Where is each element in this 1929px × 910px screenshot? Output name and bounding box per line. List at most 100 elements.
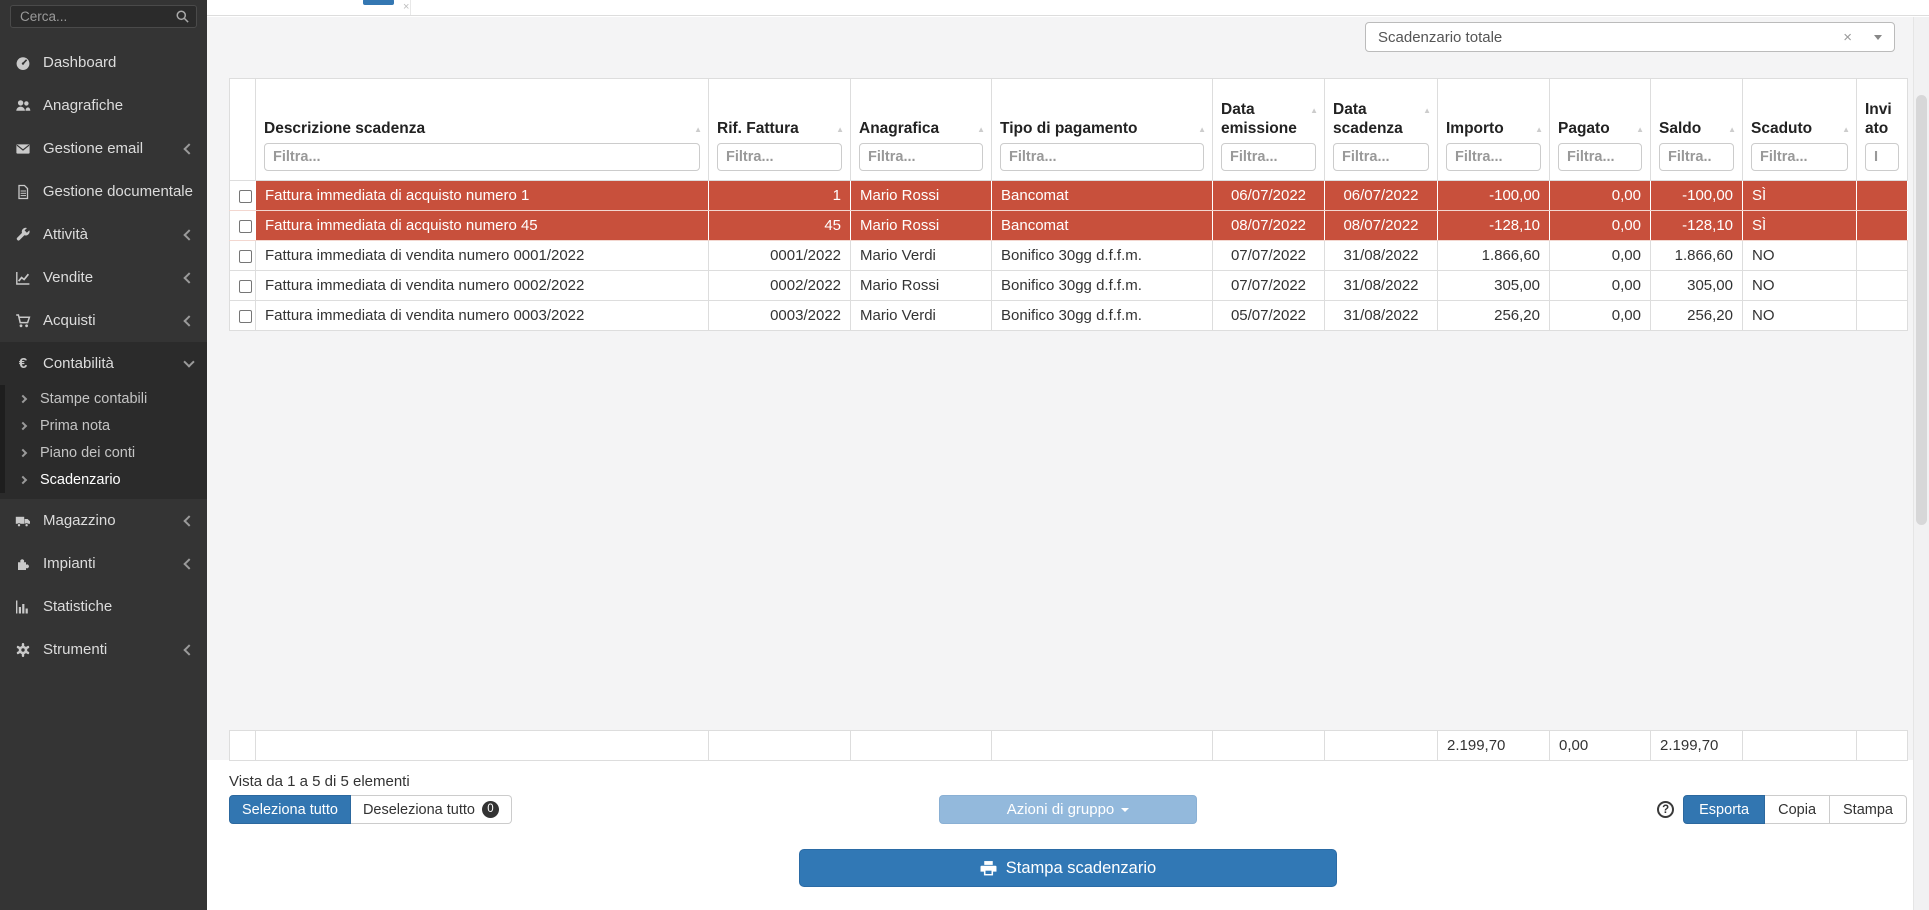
cell-saldo: 256,20: [1650, 300, 1743, 331]
column-header-data-emissione[interactable]: Data emissione ▲: [1212, 78, 1325, 181]
column-header-rif-fattura[interactable]: Rif. Fattura ▲: [708, 78, 851, 181]
search-input[interactable]: [10, 5, 197, 28]
sidebar-item-strumenti[interactable]: Strumenti: [0, 628, 207, 671]
table-row[interactable]: Fattura immediata di acquisto numero 45 …: [229, 210, 1908, 241]
sidebar-item-gestione-documentale[interactable]: Gestione documentale: [0, 170, 207, 213]
chevron-right-icon: [18, 421, 28, 430]
cell-scaduto: NO: [1742, 240, 1857, 271]
row-checkbox[interactable]: [239, 279, 252, 293]
cell-pagato: 0,00: [1549, 180, 1651, 211]
cell-data-emissione: 07/07/2022: [1212, 270, 1325, 301]
column-header-scaduto[interactable]: Scaduto ▲: [1742, 78, 1857, 181]
row-checkbox[interactable]: [239, 309, 252, 323]
sidebar-item-magazzino[interactable]: Magazzino: [0, 499, 207, 542]
print-button[interactable]: Stampa: [1830, 795, 1907, 824]
table-row[interactable]: Fattura immediata di acquisto numero 1 1…: [229, 180, 1908, 211]
cell-tipo-pagamento: Bancomat: [991, 210, 1213, 241]
cell-inviato: [1856, 180, 1908, 211]
filter-input-descrizione[interactable]: [264, 143, 700, 171]
sidebar-item-contabilita[interactable]: € Contabilità: [0, 342, 207, 385]
column-header-inviato[interactable]: Inviato: [1856, 78, 1908, 181]
cell-data-emissione: 08/07/2022: [1212, 210, 1325, 241]
sidebar-item-label: Gestione documentale: [42, 183, 193, 200]
select-caret-icon[interactable]: [1874, 34, 1882, 40]
filter-input-pagato[interactable]: [1558, 143, 1642, 171]
chevron-left-icon: [183, 514, 195, 527]
sidebar-item-scadenzario[interactable]: Scadenzario: [5, 466, 207, 493]
table-row[interactable]: Fattura immediata di vendita numero 0002…: [229, 270, 1908, 301]
export-button[interactable]: Esporta: [1683, 795, 1766, 824]
column-header-data-scadenza[interactable]: Data scadenza ▲: [1324, 78, 1438, 181]
filter-input-inviato[interactable]: [1865, 143, 1899, 171]
sidebar-item-attivita[interactable]: Attività: [0, 213, 207, 256]
sort-icon: ▲: [1535, 125, 1543, 134]
sidebar-item-statistiche[interactable]: Statistiche: [0, 585, 207, 628]
truck-icon: [14, 513, 32, 529]
cell-anagrafica: Mario Rossi: [850, 270, 992, 301]
cell-inviato: [1856, 300, 1908, 331]
sidebar-item-impianti[interactable]: Impianti: [0, 542, 207, 585]
sidebar-item-anagrafiche[interactable]: Anagrafiche: [0, 84, 207, 127]
caret-down-icon: [1121, 807, 1130, 812]
footer-cell: [1212, 730, 1325, 761]
column-header-saldo[interactable]: Saldo ▲: [1650, 78, 1743, 181]
cell-data-scadenza: 08/07/2022: [1324, 210, 1438, 241]
column-header-descrizione[interactable]: Descrizione scadenza ▲: [255, 78, 709, 181]
help-icon[interactable]: ?: [1657, 801, 1675, 818]
deselect-all-button[interactable]: Deseleziona tutto 0: [350, 795, 512, 824]
tab-bar: ×: [207, 0, 1929, 16]
column-header-tipo-pagamento[interactable]: Tipo di pagamento ▲: [991, 78, 1213, 181]
cell-data-scadenza: 31/08/2022: [1324, 270, 1438, 301]
sidebar-item-prima-nota[interactable]: Prima nota: [5, 412, 207, 439]
gear-icon: [14, 642, 32, 658]
cell-data-scadenza: 31/08/2022: [1324, 300, 1438, 331]
filter-input-data-emissione[interactable]: [1221, 143, 1316, 171]
footer-cell-importo-total: 2.199,70: [1437, 730, 1550, 761]
sidebar-item-label: Gestione email: [43, 140, 144, 157]
tab-close-icon[interactable]: ×: [403, 1, 410, 13]
filter-input-scaduto[interactable]: [1751, 143, 1848, 171]
chevron-left-icon: [183, 643, 195, 656]
filter-input-importo[interactable]: [1446, 143, 1541, 171]
column-header-anagrafica[interactable]: Anagrafica ▲: [850, 78, 992, 181]
select-clear-icon[interactable]: ×: [1843, 28, 1852, 46]
chevron-left-icon: [183, 271, 195, 284]
row-checkbox[interactable]: [239, 249, 252, 263]
group-actions-button[interactable]: Azioni di gruppo: [939, 795, 1197, 824]
footer-cell: [1856, 730, 1908, 761]
cell-inviato: [1856, 270, 1908, 301]
copy-button[interactable]: Copia: [1765, 795, 1831, 824]
cell-data-scadenza: 06/07/2022: [1324, 180, 1438, 211]
footer-cell: [229, 730, 256, 761]
sidebar-item-dashboard[interactable]: Dashboard: [0, 41, 207, 84]
table-row[interactable]: Fattura immediata di vendita numero 0001…: [229, 240, 1908, 271]
print-schedule-button[interactable]: Stampa scadenzario: [799, 849, 1337, 887]
sidebar-item-acquisti[interactable]: Acquisti: [0, 299, 207, 342]
filter-input-rif-fattura[interactable]: [717, 143, 842, 171]
sidebar-item-stampe-contabili[interactable]: Stampe contabili: [5, 385, 207, 412]
sidebar-item-vendite[interactable]: Vendite: [0, 256, 207, 299]
sidebar-item-gestione-email[interactable]: Gestione email: [0, 127, 207, 170]
row-checkbox[interactable]: [239, 219, 252, 233]
scadenzario-table: Descrizione scadenza▲ Rif. Fattura▲ Anag…: [229, 78, 1908, 331]
scope-select[interactable]: Scadenzario totale ×: [1365, 22, 1895, 52]
active-tab-fragment[interactable]: [363, 0, 394, 5]
sidebar-item-label: Anagrafiche: [43, 97, 124, 114]
header-row: Descrizione scadenza▲ Rif. Fattura▲ Anag…: [229, 78, 1908, 181]
column-header-pagato[interactable]: Pagato ▲: [1549, 78, 1651, 181]
cell-tipo-pagamento: Bancomat: [991, 180, 1213, 211]
cell-saldo: 1.866,60: [1650, 240, 1743, 271]
scope-select-value: Scadenzario totale: [1378, 28, 1503, 46]
filter-input-data-scadenza[interactable]: [1333, 143, 1429, 171]
euro-icon: €: [18, 355, 28, 372]
scrollbar-thumb[interactable]: [1916, 95, 1927, 525]
filter-input-tipo-pagamento[interactable]: [1000, 143, 1204, 171]
filter-input-anagrafica[interactable]: [859, 143, 983, 171]
sidebar-item-piano-dei-conti[interactable]: Piano dei conti: [5, 439, 207, 466]
column-header-importo[interactable]: Importo ▲: [1437, 78, 1550, 181]
select-all-button[interactable]: Seleziona tutto: [229, 795, 351, 824]
filter-input-saldo[interactable]: [1659, 143, 1734, 171]
cell-importo: -100,00: [1437, 180, 1550, 211]
table-row[interactable]: Fattura immediata di vendita numero 0003…: [229, 300, 1908, 331]
row-checkbox[interactable]: [239, 189, 252, 203]
